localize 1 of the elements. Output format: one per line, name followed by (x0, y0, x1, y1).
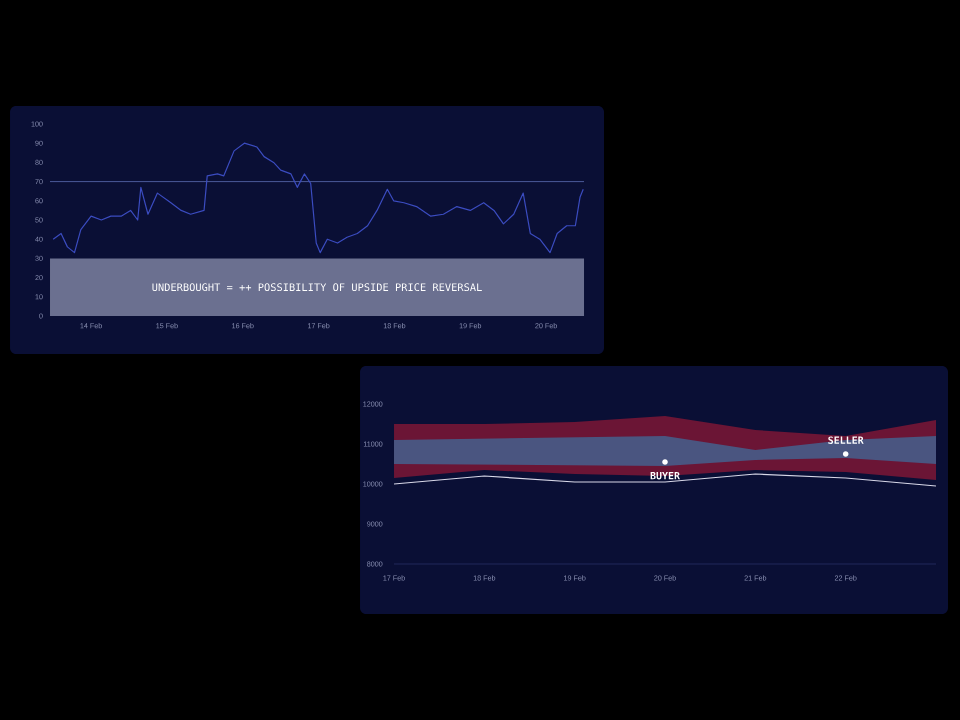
line-series (393, 473, 937, 487)
